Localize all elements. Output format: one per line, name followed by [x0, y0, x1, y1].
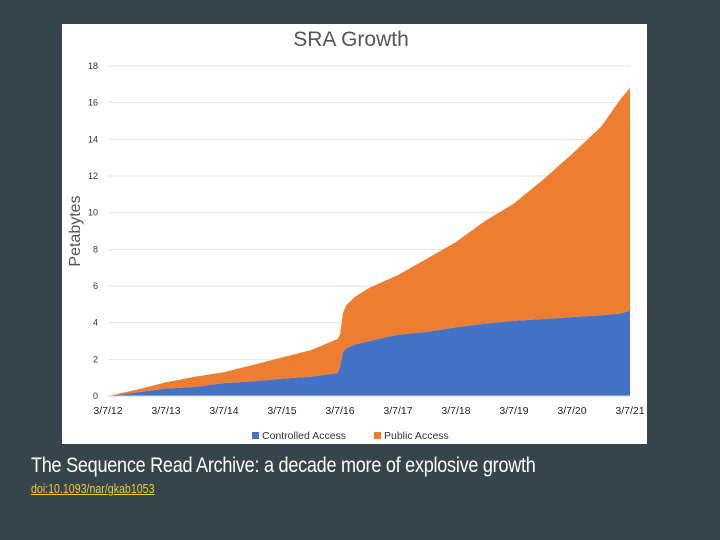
x-tick-labels: 3/7/12 3/7/13 3/7/14 3/7/15 3/7/16 3/7/17 3/7/…: [93, 405, 644, 417]
x-tick-label: 3/7/15: [267, 405, 296, 417]
slide-caption: The Sequence Read Archive: a decade more…: [31, 454, 536, 477]
y-tick-label: 16: [88, 98, 98, 108]
legend-label-public-access: Public Access: [384, 430, 449, 442]
x-tick-label: 3/7/17: [383, 405, 412, 417]
sra-growth-chart: SRA Growth Petabytes 0 2 4 6 8 10 12 14 16 18 3/7…: [67, 28, 645, 442]
x-tick-label: 3/7/21: [615, 405, 644, 417]
chart-panel: SRA Growth Petabytes 0 2 4 6 8 10 12 14 16 18 3/7…: [62, 24, 647, 444]
y-tick-label: 2: [93, 354, 98, 364]
y-tick-label: 4: [93, 318, 98, 328]
gridlines: [108, 65, 630, 360]
y-tick-labels: 0 2 4 6 8 10 12 14 16 18: [88, 61, 98, 401]
stacked-areas: [108, 88, 630, 396]
legend-swatch-controlled-access: [252, 432, 259, 439]
x-tick-label: 3/7/18: [441, 405, 470, 417]
x-tick-label: 3/7/13: [151, 405, 180, 417]
y-axis-label: Petabytes: [67, 195, 84, 266]
y-tick-label: 14: [88, 134, 98, 144]
legend-swatch-public-access: [374, 432, 381, 439]
y-tick-label: 8: [93, 244, 98, 254]
citation-link[interactable]: doi:10.1093/nar/gkab1053: [31, 482, 155, 496]
x-tick-label: 3/7/14: [209, 405, 238, 417]
x-tick-label: 3/7/20: [557, 405, 586, 417]
legend: Controlled Access Public Access: [252, 430, 449, 442]
y-tick-label: 6: [93, 281, 98, 291]
x-tick-label: 3/7/19: [499, 405, 528, 417]
y-tick-label: 12: [88, 171, 98, 181]
x-tick-label: 3/7/16: [325, 405, 354, 417]
chart-title: SRA Growth: [293, 28, 409, 51]
area-series-controlled-access: [108, 310, 630, 396]
y-tick-label: 10: [88, 208, 98, 218]
legend-label-controlled-access: Controlled Access: [262, 430, 346, 442]
x-tick-label: 3/7/12: [93, 405, 122, 417]
y-tick-label: 18: [88, 61, 98, 71]
area-series-public-access: [108, 88, 630, 396]
y-tick-label: 0: [93, 391, 98, 401]
